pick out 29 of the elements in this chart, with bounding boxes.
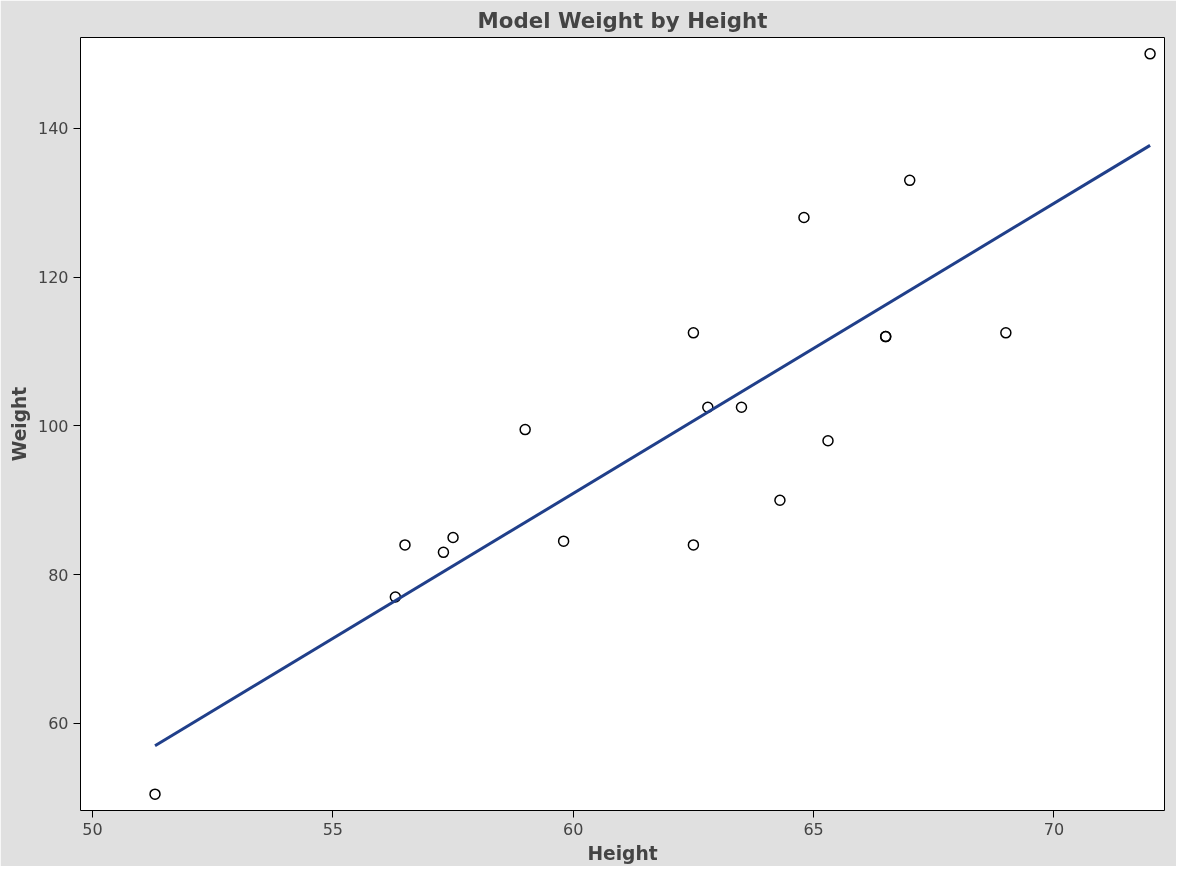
point — [822, 435, 834, 447]
point — [149, 788, 161, 800]
y-tick-label: 60 — [48, 714, 69, 734]
point — [557, 535, 570, 547]
y-tick-label: 120 — [37, 268, 69, 288]
point — [399, 539, 411, 551]
point — [774, 494, 786, 506]
y-tick-label: 80 — [48, 565, 69, 585]
y-tick-label: 100 — [37, 416, 69, 436]
point — [437, 546, 450, 559]
x-tick-label: 70 — [1043, 819, 1065, 839]
point — [903, 174, 916, 187]
y-tick-label: 140 — [37, 119, 69, 139]
x-axis-title: Height — [587, 842, 658, 864]
point — [798, 211, 810, 224]
x-tick-label: 50 — [82, 819, 103, 839]
x-tick-label: 55 — [322, 819, 344, 839]
point — [389, 591, 402, 603]
x-tick-label: 65 — [803, 819, 824, 839]
point — [687, 327, 700, 339]
chart-title: Model Weight by Height — [477, 7, 768, 33]
y-axis-title: Weight — [8, 386, 30, 462]
point — [447, 531, 459, 544]
point — [1000, 327, 1012, 339]
point — [1144, 48, 1156, 60]
x-tick-label: 60 — [563, 819, 584, 839]
point — [735, 401, 748, 413]
point — [687, 539, 700, 551]
point — [519, 423, 531, 436]
